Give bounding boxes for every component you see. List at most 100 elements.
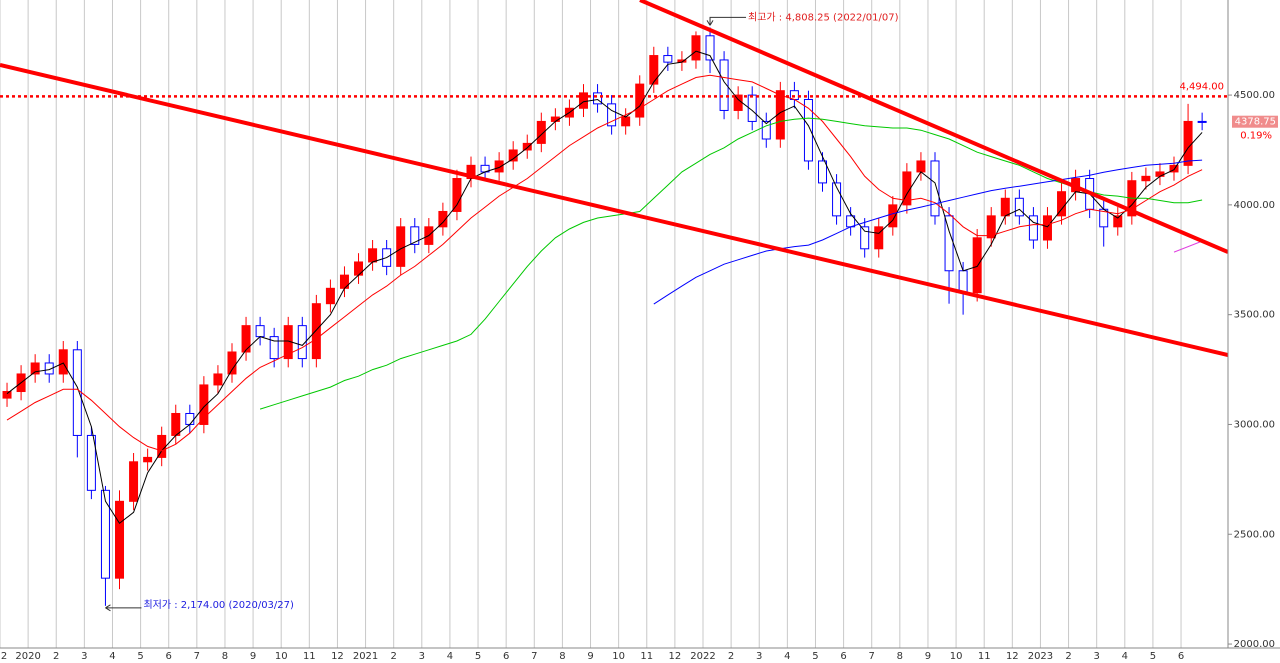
x-tick-label: 2 <box>53 651 59 662</box>
x-tick-label: 9 <box>587 651 593 662</box>
x-tick-label: 4 <box>447 651 453 662</box>
x-tick-label: 9 <box>925 651 931 662</box>
candle-body <box>663 55 673 63</box>
candle-body <box>649 55 659 85</box>
y-tick-label: 2500.00 <box>1234 529 1275 540</box>
candle-body <box>747 94 757 122</box>
candle-body <box>297 325 307 360</box>
candle-body <box>593 92 603 105</box>
candle-body <box>30 362 40 375</box>
x-tick-label: 2 <box>390 651 396 662</box>
low-arrow <box>105 604 142 612</box>
x-tick-label: 10 <box>275 651 288 662</box>
x-tick-label: 8 <box>222 651 228 662</box>
x-tick-label: 3 <box>81 651 87 662</box>
ma-line <box>1173 240 1203 253</box>
candle-body <box>536 120 546 144</box>
x-tick-label: 4 <box>1122 651 1128 662</box>
x-tick-label: 2 <box>1 651 7 662</box>
candle-body <box>1141 175 1151 182</box>
ma-line <box>6 50 1203 525</box>
candle-body <box>1042 215 1052 241</box>
candle-body <box>635 83 645 118</box>
candle-body <box>705 35 715 61</box>
last-price-label: 4378.75 <box>1235 117 1276 128</box>
change-label: 0.19% <box>1240 131 1272 142</box>
x-tick-label: 3 <box>1093 651 1099 662</box>
candle-body <box>213 373 223 386</box>
x-tick-label: 11 <box>978 651 991 662</box>
x-tick-label: 12 <box>331 651 344 662</box>
candle-body <box>522 142 532 151</box>
candle-body <box>199 384 209 425</box>
last-price-tag <box>1232 115 1278 128</box>
candle-body <box>269 336 279 360</box>
y-tick-label: 2000.00 <box>1234 639 1275 650</box>
high-annotation: 최고가 : 4,808.25 (2022/01/07) <box>748 11 899 23</box>
candle-body <box>888 204 898 228</box>
x-tick-label: 2021 <box>353 651 378 662</box>
candle-body <box>621 116 631 127</box>
candle-body <box>1014 197 1024 217</box>
ma-line <box>653 159 1203 305</box>
x-tick-label: 2 <box>1065 651 1071 662</box>
candle-body <box>832 182 842 217</box>
low-annotation: 최저가 : 2,174.00 (2020/03/27) <box>143 599 294 611</box>
candle-body <box>818 160 828 184</box>
candle-body <box>930 160 940 217</box>
candle-body <box>396 226 406 267</box>
x-tick-label: 11 <box>640 651 653 662</box>
candle-body <box>803 98 813 162</box>
x-tick-label: 5 <box>1150 651 1156 662</box>
candle-body <box>2 391 12 399</box>
x-tick-label: 11 <box>303 651 316 662</box>
candle-body <box>157 434 167 458</box>
candle-body <box>368 248 378 263</box>
x-tick-label: 6 <box>1178 651 1184 662</box>
x-tick-label: 6 <box>503 651 509 662</box>
candle-body <box>410 226 420 245</box>
x-tick-label: 3 <box>419 651 425 662</box>
candle-body <box>761 120 771 140</box>
candle-body <box>860 226 870 250</box>
candle-body <box>1155 171 1165 177</box>
candle-body <box>874 226 884 250</box>
candle-body <box>185 412 195 425</box>
candle-body <box>607 103 617 127</box>
candle-body <box>494 160 504 173</box>
candle-body <box>775 90 785 140</box>
candle-body <box>58 349 68 375</box>
candle-body <box>354 261 364 276</box>
candle-body <box>691 35 701 61</box>
x-tick-label: 7 <box>194 651 200 662</box>
candle-body <box>241 325 251 353</box>
candle-body <box>129 461 139 502</box>
trend-line <box>0 63 1228 358</box>
candle-body <box>227 351 237 375</box>
x-tick-label: 4 <box>109 651 115 662</box>
candle-body <box>44 362 54 375</box>
candle-body <box>72 349 82 436</box>
candle-body <box>944 215 954 272</box>
candle-body <box>578 92 588 109</box>
x-tick-label: 6 <box>840 651 846 662</box>
candle-body <box>438 210 448 228</box>
x-tick-label: 5 <box>812 651 818 662</box>
candle-body <box>325 287 335 305</box>
x-tick-label: 10 <box>612 651 625 662</box>
x-tick-label: 2020 <box>15 651 40 662</box>
candle-body <box>986 215 996 239</box>
ma-line <box>6 74 1203 452</box>
candle-body <box>719 59 729 111</box>
candle-body <box>1197 120 1207 123</box>
x-tick-label: 12 <box>669 651 682 662</box>
candle-body <box>86 434 96 491</box>
candle-body <box>452 178 462 212</box>
y-tick-label: 3000.00 <box>1234 419 1275 430</box>
grid <box>0 0 1182 648</box>
candle-body <box>1183 120 1193 166</box>
candle-body <box>972 237 982 294</box>
candle-body <box>100 489 110 579</box>
x-tick-label: 6 <box>166 651 172 662</box>
x-tick-label: 4 <box>784 651 790 662</box>
